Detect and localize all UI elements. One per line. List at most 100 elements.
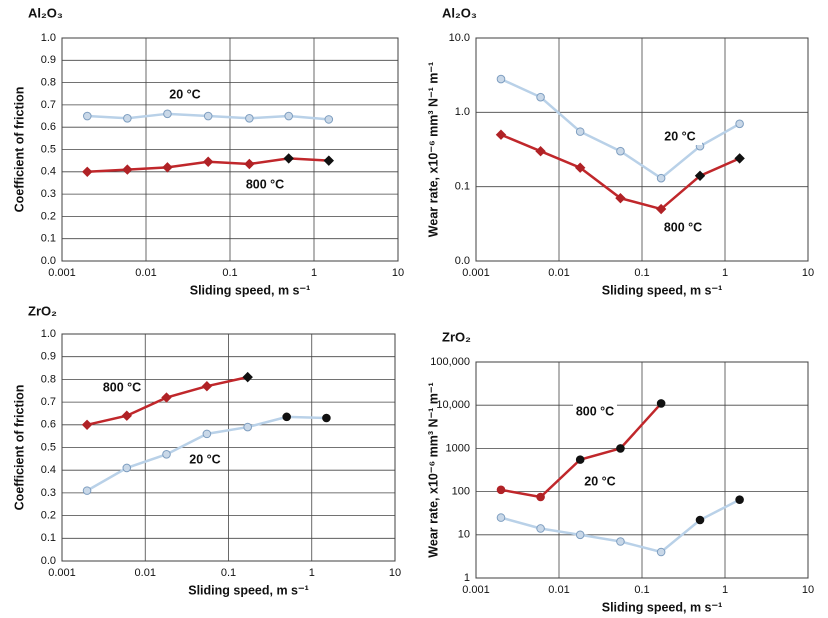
- marker: [123, 113, 132, 123]
- series-name-bg: [658, 129, 702, 145]
- series-name: 800 °C: [103, 380, 141, 394]
- x-tick-label: 10: [802, 267, 814, 279]
- y-tick-label: 10.0: [449, 32, 470, 44]
- marker: [735, 119, 744, 129]
- marker: [575, 530, 585, 540]
- series-name-bg: [578, 474, 622, 490]
- marker: [734, 153, 745, 164]
- marker: [656, 547, 666, 557]
- marker: [163, 109, 172, 119]
- x-tick-label: 1: [311, 267, 317, 279]
- marker: [694, 170, 706, 182]
- y-tick-label: 1.0: [455, 106, 470, 118]
- series-name-bg: [243, 177, 287, 193]
- marker: [201, 381, 213, 392]
- y-tick-label: 0.0: [41, 555, 56, 567]
- x-tick-label: 0.001: [48, 267, 76, 279]
- y-tick-label: 1000: [446, 442, 470, 454]
- y-tick-label: 0.7: [41, 396, 56, 408]
- y-tick-label: 0.1: [41, 233, 56, 245]
- x-tick-label: 0.1: [634, 267, 649, 279]
- y-tick-label: 0.1: [41, 532, 56, 544]
- series-name: 20 °C: [169, 87, 200, 101]
- marker: [282, 412, 291, 422]
- panel-title: ZrO₂: [28, 303, 57, 318]
- series-name: 20 °C: [584, 474, 615, 488]
- y-axis-label: Wear rate, x10⁻⁶ mm³ N⁻¹ m⁻¹: [426, 62, 440, 237]
- marker: [82, 166, 93, 178]
- x-tick-label: 0.1: [634, 584, 649, 596]
- marker: [81, 419, 93, 431]
- marker: [82, 486, 92, 495]
- y-tick-label: 0.8: [41, 373, 56, 385]
- x-axis-label: Sliding speed, m s⁻¹: [188, 583, 309, 597]
- panel-title: Al₂O₃: [28, 5, 63, 20]
- marker: [656, 173, 666, 183]
- marker: [536, 524, 545, 533]
- y-tick-label: 0.5: [41, 441, 56, 453]
- marker: [202, 429, 212, 439]
- y-tick-label: 0.3: [41, 188, 56, 200]
- y-axis-label: Coefficient of friction: [12, 87, 26, 213]
- y-tick-label: 0.4: [41, 166, 56, 178]
- marker: [323, 155, 334, 166]
- marker: [535, 145, 546, 157]
- marker: [655, 203, 667, 215]
- series-name: 20 °C: [664, 129, 695, 143]
- x-tick-label: 1: [722, 267, 728, 279]
- marker: [162, 162, 173, 173]
- marker: [735, 495, 744, 504]
- panel-title: Al₂O₃: [442, 5, 477, 20]
- x-axis-label: Sliding speed, m s⁻¹: [190, 283, 311, 297]
- y-tick-label: 0.6: [41, 121, 56, 133]
- y-tick-label: 0.2: [41, 210, 56, 222]
- marker: [202, 156, 214, 167]
- marker: [575, 127, 585, 136]
- series-name-bg: [661, 220, 705, 236]
- y-tick-label: 0.9: [41, 54, 56, 66]
- series-name: 800 °C: [664, 220, 702, 234]
- y-tick-label: 0.6: [41, 419, 56, 431]
- y-tick-label: 0.5: [41, 143, 56, 155]
- y-tick-label: 10: [458, 529, 470, 541]
- marker: [496, 513, 506, 522]
- marker: [616, 444, 625, 453]
- series-name: 800 °C: [576, 404, 614, 418]
- marker: [243, 422, 252, 432]
- marker: [695, 515, 705, 525]
- marker: [615, 192, 626, 204]
- series-name-bg: [573, 404, 617, 420]
- y-tick-label: 0.0: [455, 255, 470, 267]
- x-tick-label: 0.001: [48, 567, 76, 579]
- series-name-bg: [183, 452, 227, 468]
- y-tick-label: 0.2: [41, 510, 56, 522]
- marker: [495, 129, 507, 140]
- marker: [161, 392, 172, 403]
- marker: [82, 111, 92, 121]
- y-tick-label: 100: [452, 486, 470, 498]
- series-name-bg: [100, 380, 144, 396]
- marker: [283, 153, 294, 164]
- y-tick-label: 0.4: [41, 464, 56, 476]
- marker: [656, 399, 666, 408]
- marker: [496, 485, 506, 495]
- series-name-bg: [163, 87, 207, 103]
- y-tick-label: 1: [464, 572, 470, 584]
- series-name: 800 °C: [246, 177, 284, 191]
- x-tick-label: 10: [389, 567, 401, 579]
- y-tick-label: 100,000: [430, 356, 470, 368]
- x-tick-label: 0.01: [135, 267, 156, 279]
- x-tick-label: 0.01: [548, 267, 569, 279]
- y-tick-label: 0.9: [41, 351, 56, 363]
- marker: [324, 115, 334, 124]
- y-tick-label: 1.0: [41, 32, 56, 44]
- marker: [122, 164, 133, 175]
- x-tick-label: 0.001: [462, 267, 490, 279]
- marker: [284, 111, 294, 121]
- x-tick-label: 10: [802, 584, 814, 596]
- y-tick-label: 0.7: [41, 99, 56, 111]
- y-tick-label: 10,000: [436, 399, 470, 411]
- marker: [616, 537, 625, 546]
- x-tick-label: 1: [722, 584, 728, 596]
